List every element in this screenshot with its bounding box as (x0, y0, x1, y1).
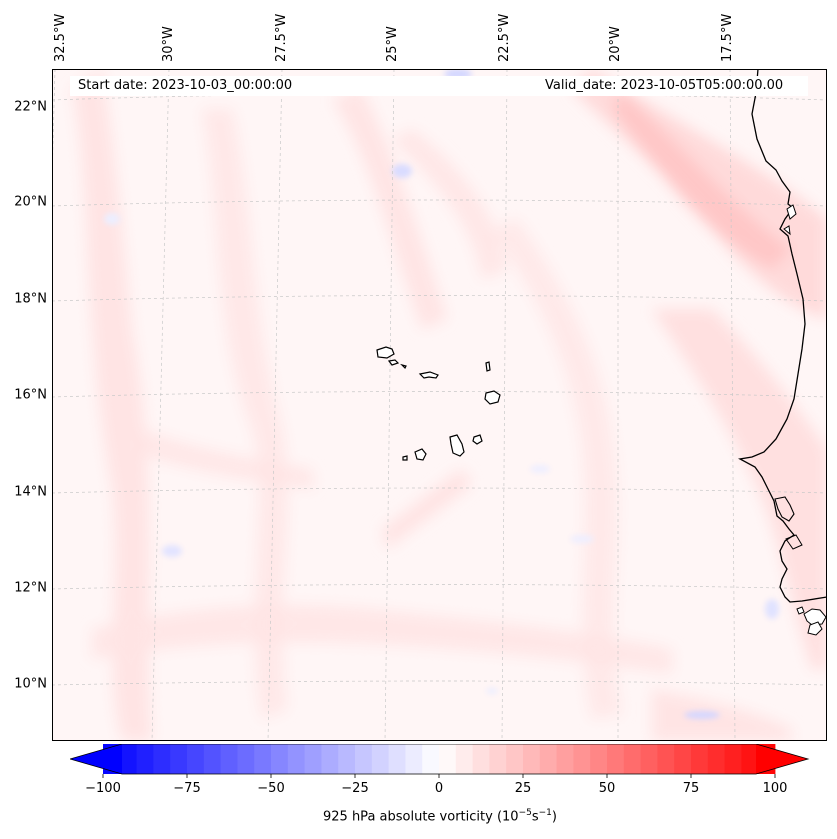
colorbar-segment (422, 744, 440, 774)
colorbar-tick-label-minus-50: −50 (257, 781, 285, 796)
colorbar-segment (691, 744, 709, 774)
bijagos-island-3 (796, 606, 805, 615)
valid-date-label: Valid_date: 2023-10-05T05:00:00.00 (545, 78, 784, 93)
colorbar-segment (455, 744, 473, 774)
colorbar-segment (472, 744, 490, 774)
colorbar-segment (741, 744, 759, 774)
casamance-estuary (785, 534, 803, 550)
colorbar-segment (640, 744, 658, 774)
colorbar-segment (439, 744, 457, 774)
island-santiago (449, 434, 465, 457)
island-sao-vicente (387, 359, 400, 366)
colorbar-tick-label-minus-25: −25 (341, 781, 369, 796)
colorbar-segment (355, 744, 373, 774)
gambia-estuary (774, 496, 795, 522)
colorbar-segment (237, 744, 255, 774)
colorbar-segment (674, 744, 692, 774)
cape-verde-islands (376, 346, 501, 461)
african-coastline (738, 69, 827, 603)
colorbar-segment (623, 744, 641, 774)
colorbar-segment (153, 744, 171, 774)
colorbar-segment (523, 744, 541, 774)
colorbar-tick-label-minus-100: −100 (85, 781, 121, 796)
colorbar-tick-label-100: 100 (762, 781, 788, 796)
colorbar-segment (271, 744, 289, 774)
island-fogo (414, 448, 427, 461)
colorbar-outline (70, 744, 810, 775)
colorbar-label: 925 hPa absolute vorticity (10−5s−1) (323, 808, 557, 825)
colorbar-segment (287, 744, 305, 774)
colorbar-segment (220, 744, 238, 774)
colorbar-segment (657, 744, 675, 774)
lon-label-20w: 20°W (608, 26, 623, 62)
colorbar-segment (187, 744, 205, 774)
date-label-background (70, 76, 808, 96)
colorbar-segment (203, 744, 221, 774)
colorbar-segment (304, 744, 322, 774)
colorbar-tick-label-50: 50 (598, 781, 616, 796)
colorbar-extend-max-arrow (756, 744, 808, 774)
island-maio (472, 434, 483, 445)
colorbar-segment (119, 744, 137, 774)
colorbar-tick-label-0: 0 (434, 781, 444, 796)
colorbar-segment (489, 744, 507, 774)
colorbar-segment (724, 744, 742, 774)
lon-label-27-5w: 27.5°W (274, 13, 289, 62)
colorbar-segment (539, 744, 557, 774)
colorbar-segment (254, 744, 272, 774)
colorbar-segment (338, 744, 356, 774)
colorbar-segment (556, 744, 574, 774)
island-sao-nicolau (418, 371, 439, 379)
map-frame (52, 69, 827, 741)
lat-label-14n: 14°N (14, 484, 47, 500)
lon-label-22-5w: 22.5°W (497, 13, 512, 62)
colorbar-segment (707, 744, 725, 774)
island-brava (402, 455, 408, 461)
colorbar-segment (321, 744, 339, 774)
lon-label-17-5w: 17.5°W (720, 13, 735, 62)
lat-label-20n: 20°N (14, 194, 47, 210)
colorbar-segment (573, 744, 591, 774)
island-santo-antao (376, 346, 395, 359)
lat-label-16n: 16°N (14, 387, 47, 403)
lat-label-12n: 12°N (14, 580, 47, 596)
lon-label-30w: 30°W (161, 26, 176, 62)
colorbar-tick-marks (102, 774, 776, 778)
negative-vorticity-patches (104, 69, 779, 719)
colorbar-extend-min-arrow (70, 744, 122, 774)
bijagos-island-2 (807, 621, 823, 636)
colorbar-segment (590, 744, 608, 774)
vorticity-field (72, 69, 827, 741)
colorbar-segment (136, 744, 154, 774)
vorticity-map (52, 69, 827, 741)
bijagos-island-1 (803, 608, 827, 626)
start-date-label: Start date: 2023-10-03_00:00:00 (78, 78, 293, 93)
island-boa-vista (484, 390, 501, 405)
coastal-islets-north (783, 204, 797, 236)
lon-label-32-5w: 32.5°W (53, 13, 68, 62)
colorbar-tick-label-25: 25 (514, 781, 532, 796)
colorbar-segment (388, 744, 406, 774)
colorbar-segment (405, 744, 423, 774)
lon-label-25w: 25°W (385, 26, 400, 62)
island-santa-luzia (400, 363, 407, 370)
colorbar-tick-label-75: 75 (682, 781, 700, 796)
colorbar-segment (607, 744, 625, 774)
lat-label-10n: 10°N (14, 676, 47, 692)
colorbar (70, 744, 810, 778)
colorbar-tick-label-minus-75: −75 (173, 781, 201, 796)
colorbar-segment (506, 744, 524, 774)
map-gridlines (52, 69, 827, 741)
colorbar-segment (170, 744, 188, 774)
colorbar-segments (103, 744, 776, 774)
lat-label-22n: 22°N (14, 99, 47, 115)
colorbar-segment (371, 744, 389, 774)
lat-label-18n: 18°N (14, 291, 47, 307)
island-sal (485, 361, 491, 372)
